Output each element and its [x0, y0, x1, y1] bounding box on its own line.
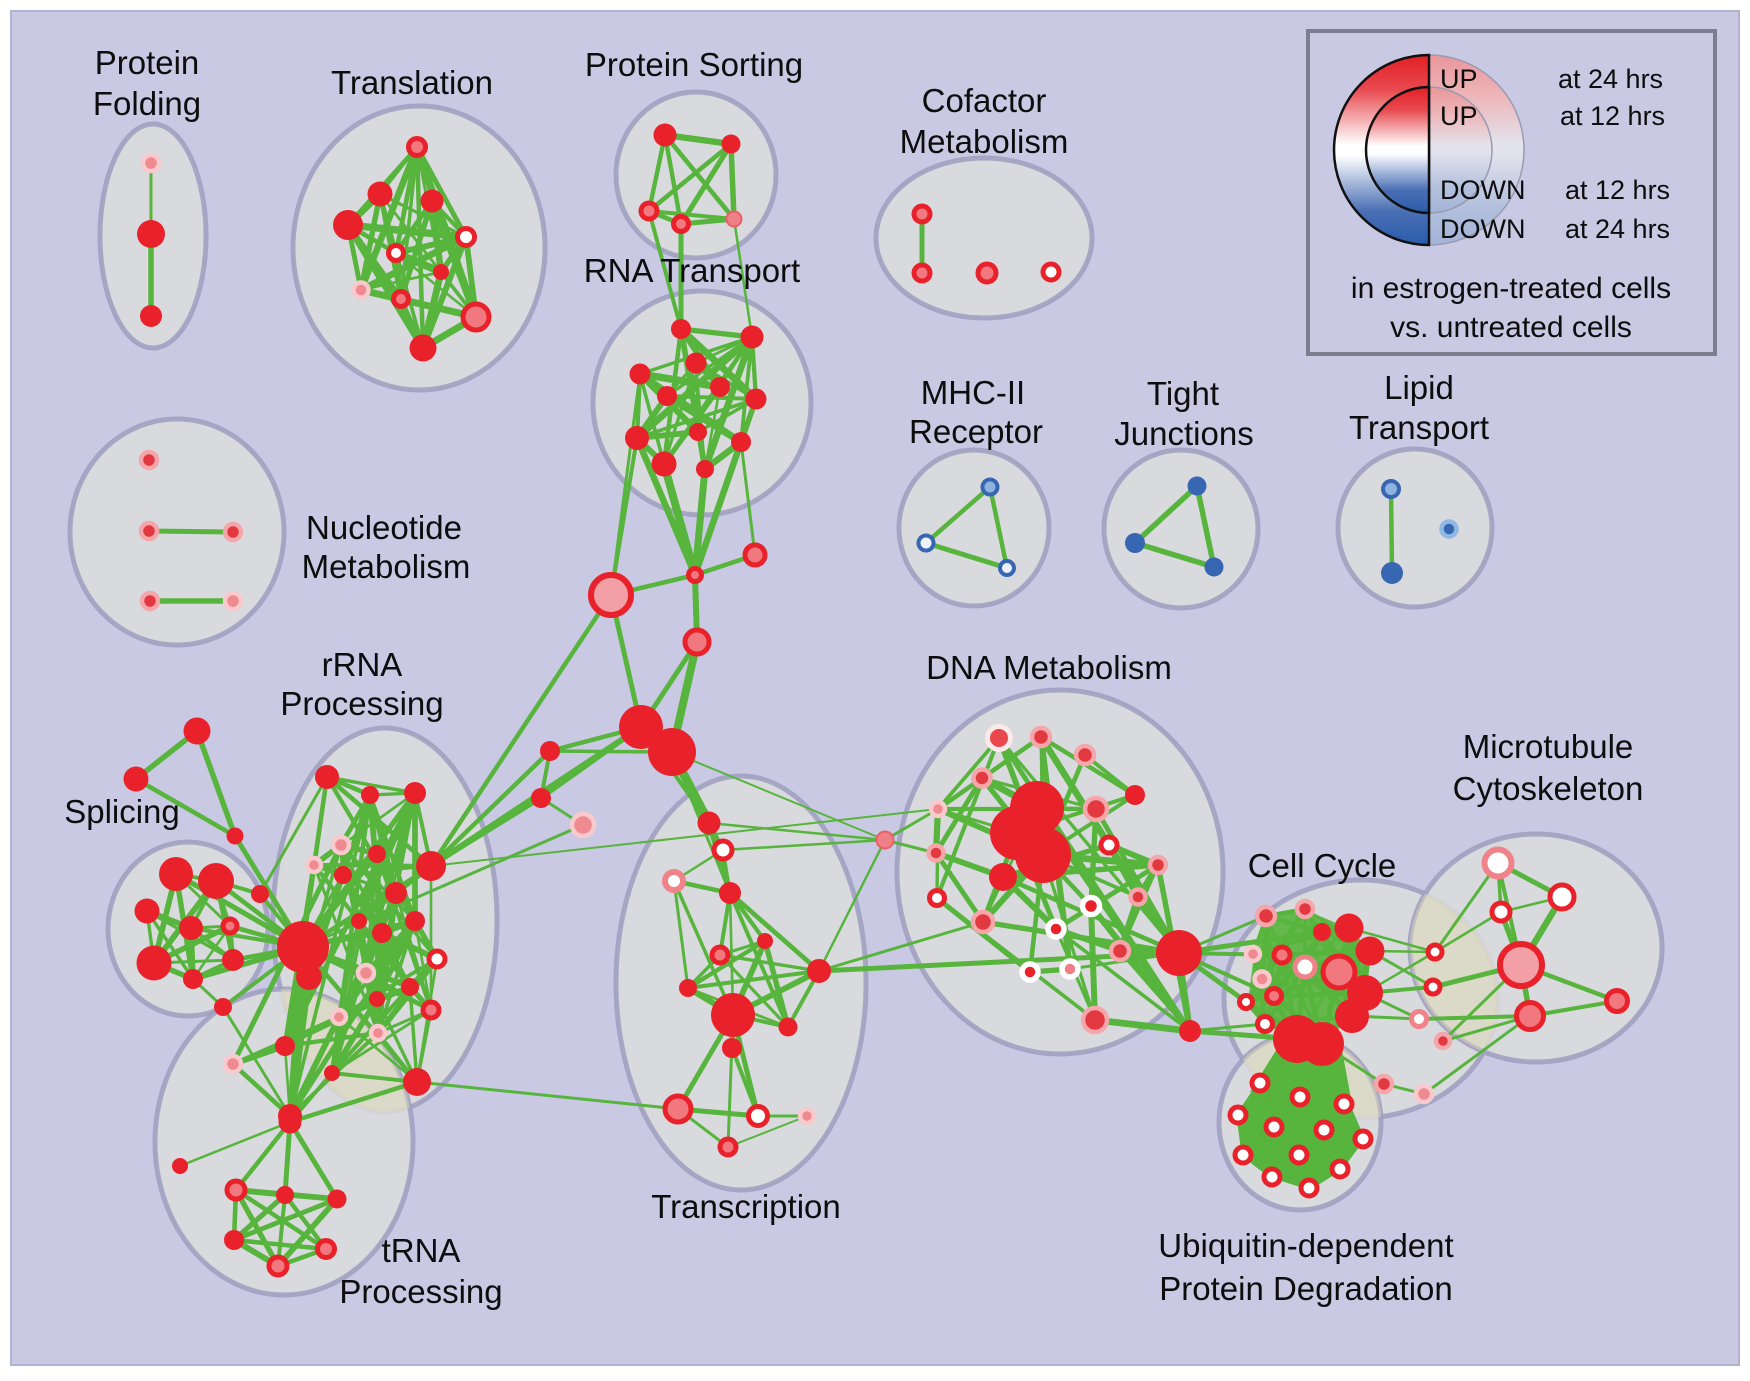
svg-text:Protein Sorting: Protein Sorting [585, 46, 803, 83]
svg-text:MHC-II: MHC-II [921, 374, 1025, 411]
svg-text:in estrogen-treated cells: in estrogen-treated cells [1351, 272, 1671, 305]
svg-text:Folding: Folding [93, 85, 201, 122]
svg-text:Lipid: Lipid [1384, 369, 1454, 406]
svg-text:Transcription: Transcription [651, 1188, 841, 1225]
svg-text:Cell Cycle: Cell Cycle [1248, 847, 1397, 884]
svg-text:Metabolism: Metabolism [302, 548, 471, 585]
svg-text:Metabolism: Metabolism [900, 123, 1069, 160]
svg-text:DNA Metabolism: DNA Metabolism [926, 649, 1172, 686]
svg-text:Ubiquitin-dependent: Ubiquitin-dependent [1158, 1227, 1453, 1264]
svg-text:Tight: Tight [1147, 375, 1219, 412]
svg-text:Transport: Transport [1349, 409, 1489, 446]
svg-text:at 12 hrs: at 12 hrs [1560, 101, 1665, 131]
svg-text:RNA Transport: RNA Transport [584, 252, 800, 289]
svg-text:UP: UP [1440, 64, 1478, 94]
svg-text:Processing: Processing [339, 1273, 502, 1310]
svg-text:at 12 hrs: at 12 hrs [1565, 175, 1670, 205]
svg-text:Splicing: Splicing [64, 793, 180, 830]
svg-text:Processing: Processing [280, 685, 443, 722]
svg-text:Cytoskeleton: Cytoskeleton [1453, 770, 1644, 807]
svg-text:Junctions: Junctions [1114, 415, 1253, 452]
svg-text:tRNA: tRNA [382, 1232, 461, 1269]
svg-text:Cofactor: Cofactor [922, 82, 1047, 119]
svg-text:UP: UP [1440, 101, 1478, 131]
svg-text:at 24 hrs: at 24 hrs [1565, 214, 1670, 244]
svg-text:Translation: Translation [331, 64, 493, 101]
svg-text:Receptor: Receptor [909, 413, 1043, 450]
svg-text:Microtubule: Microtubule [1463, 728, 1634, 765]
svg-text:at 24 hrs: at 24 hrs [1558, 64, 1663, 94]
svg-text:Protein: Protein [95, 44, 200, 81]
svg-text:DOWN: DOWN [1440, 214, 1525, 244]
svg-text:Protein Degradation: Protein Degradation [1159, 1270, 1453, 1307]
svg-text:vs. untreated cells: vs. untreated cells [1390, 311, 1632, 344]
svg-text:rRNA: rRNA [322, 646, 403, 683]
svg-text:Nucleotide: Nucleotide [306, 509, 462, 546]
svg-text:DOWN: DOWN [1440, 175, 1525, 205]
